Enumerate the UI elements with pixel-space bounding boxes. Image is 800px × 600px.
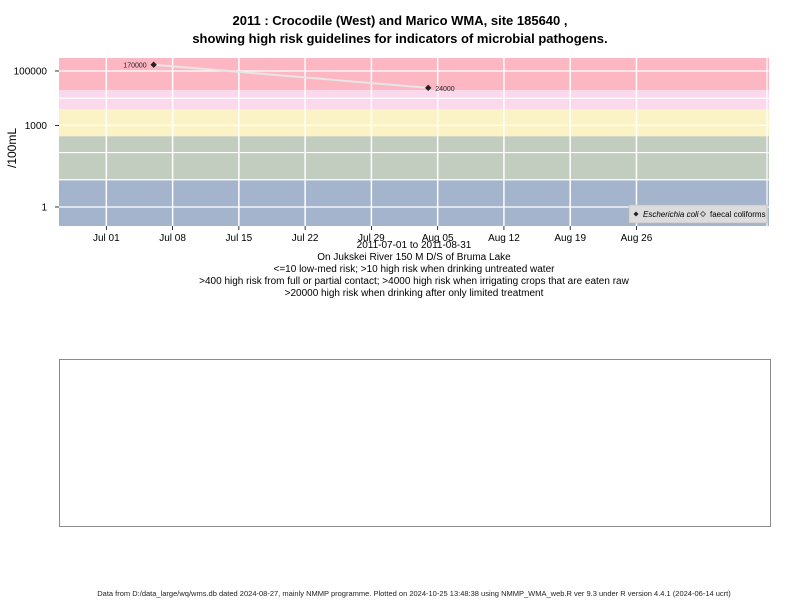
x-tick-label: Aug 05 bbox=[422, 233, 454, 244]
y-axis-label: /100mL bbox=[5, 128, 19, 168]
risk-band-1 bbox=[59, 136, 769, 180]
legend-label-ecoli: Escherichia coli bbox=[643, 210, 699, 219]
chart-svg: 1 1000 100000 Jul 01 Jul 08 Jul 15 Jul 22 Jul 2… bbox=[5, 58, 769, 244]
ecoli-data-label: 170000 bbox=[123, 63, 146, 70]
chart-title-line2: showing high risk guidelines for indicat… bbox=[192, 31, 608, 46]
risk-band-3 bbox=[59, 89, 769, 110]
legend-label-faecal: faecal coliforms bbox=[710, 210, 766, 219]
risk-caption-2: >400 high risk from full or partial cont… bbox=[199, 276, 629, 287]
y-tick-label: 1000 bbox=[25, 121, 48, 132]
y-tick-label: 1 bbox=[41, 202, 47, 213]
chart-title-line1: 2011 : Crocodile (West) and Marico WMA, … bbox=[232, 13, 568, 28]
x-tick-label: Jul 15 bbox=[226, 233, 253, 244]
risk-band-4 bbox=[59, 58, 769, 90]
ecoli-series-line bbox=[153, 63, 429, 89]
risk-caption-1: <=10 low-med risk; >10 high risk when dr… bbox=[273, 264, 555, 275]
risk-band-2 bbox=[59, 109, 769, 137]
x-tick-label: Jul 08 bbox=[159, 233, 186, 244]
date-range-caption: 2011-07-01 to 2011-08-31 bbox=[356, 240, 472, 251]
ecoli-data-point bbox=[425, 84, 432, 92]
x-tick-label: Aug 12 bbox=[488, 233, 520, 244]
x-tick-label: Aug 26 bbox=[621, 233, 653, 244]
x-tick-label: Jul 29 bbox=[358, 233, 385, 244]
ecoli-data-point bbox=[150, 61, 157, 68]
empty-plot-panel bbox=[59, 359, 771, 527]
ecoli-data-label: 24000 bbox=[435, 86, 455, 93]
risk-caption-3: >20000 high risk when drinking after onl… bbox=[284, 288, 544, 299]
legend-marker-faecal bbox=[699, 210, 707, 218]
y-tick-label: 100000 bbox=[14, 66, 48, 77]
location-caption: On Jukskei River 150 M D/S of Bruma Lake bbox=[317, 252, 511, 263]
x-tick-label: Jul 01 bbox=[93, 233, 120, 244]
x-tick-label: Aug 19 bbox=[554, 233, 586, 244]
legend-marker-ecoli bbox=[633, 211, 639, 217]
legend-box bbox=[628, 204, 768, 224]
x-tick-label: Jul 22 bbox=[292, 233, 319, 244]
footer-note: Data from D:/data_large/wq/wms.db dated … bbox=[97, 589, 731, 598]
